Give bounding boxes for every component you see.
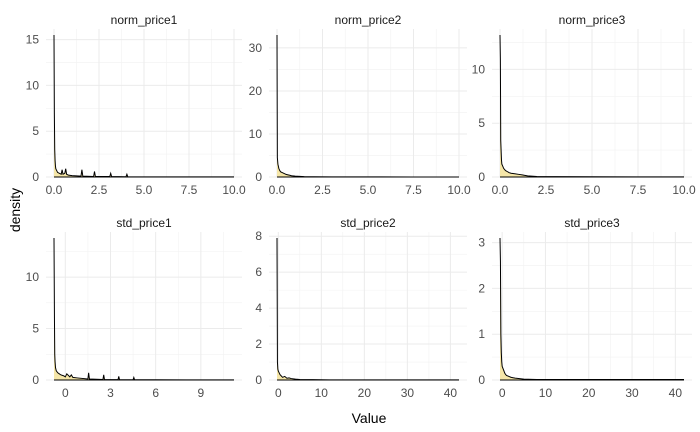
x-axis-title: Value — [352, 410, 387, 426]
x-tick-label: 7.5 — [630, 183, 647, 197]
density-area — [277, 238, 459, 380]
y-tick-label: 10 — [472, 62, 486, 76]
y-tick-label: 0 — [478, 373, 485, 387]
x-tick-label: 7.5 — [181, 183, 198, 197]
x-tick-label: 0.0 — [46, 183, 63, 197]
panel-4: std_price1 0 3 6 9 0 5 10 — [26, 216, 242, 400]
x-tick-label: 10 — [315, 386, 329, 400]
x-tick-label: 7.5 — [405, 183, 422, 197]
y-axis-title: density — [7, 188, 23, 232]
panel-5: std_price2 0 10 20 30 40 0 2 4 6 8 — [255, 216, 467, 400]
panel-3: norm_price3 0.0 2.5 5.0 7.5 10.0 0 5 10 — [472, 13, 696, 197]
y-tick-label: 8 — [255, 229, 262, 243]
y-tick-label: 10 — [26, 78, 40, 92]
y-tick-label: 10 — [26, 270, 40, 284]
panel-title: norm_price1 — [111, 13, 178, 27]
x-tick-label: 40 — [669, 386, 683, 400]
panel-6: std_price3 0 10 20 30 40 0 1 2 3 — [478, 216, 692, 400]
density-line — [276, 237, 459, 381]
x-tick-label: 30 — [401, 386, 415, 400]
y-tick-label: 0 — [478, 170, 485, 184]
y-tick-label: 15 — [26, 33, 40, 47]
y-tick-label: 2 — [255, 337, 262, 351]
panel-1: norm_price1 0.0 2.5 5.0 7.5 10.0 0 5 10 15 — [26, 13, 246, 197]
y-tick-label: 5 — [32, 322, 39, 336]
x-tick-label: 2.5 — [314, 183, 331, 197]
x-tick-label: 10 — [539, 386, 553, 400]
x-tick-label: 5.0 — [136, 183, 153, 197]
y-tick-label: 0 — [255, 170, 262, 184]
x-tick-label: 0 — [62, 386, 69, 400]
x-tick-label: 10.0 — [222, 183, 246, 197]
x-tick-label: 20 — [358, 386, 372, 400]
y-tick-label: 4 — [255, 301, 262, 315]
x-tick-label: 30 — [625, 386, 639, 400]
y-tick-label: 5 — [32, 124, 39, 138]
x-tick-label: 5.0 — [584, 183, 601, 197]
y-tick-label: 0 — [32, 373, 39, 387]
x-tick-label: 5.0 — [360, 183, 377, 197]
y-tick-label: 30 — [249, 41, 263, 55]
density-area — [500, 238, 684, 380]
y-tick-label: 1 — [478, 327, 485, 341]
y-tick-label: 10 — [249, 127, 263, 141]
density-line — [499, 237, 684, 381]
x-tick-label: 2.5 — [91, 183, 108, 197]
x-tick-label: 40 — [444, 386, 458, 400]
x-tick-label: 10.0 — [672, 183, 696, 197]
y-tick-label: 2 — [478, 281, 485, 295]
x-tick-label: 20 — [582, 386, 596, 400]
panel-title: std_price2 — [340, 216, 396, 230]
y-tick-label: 5 — [478, 116, 485, 130]
x-tick-label: 9 — [198, 386, 205, 400]
y-tick-label: 6 — [255, 265, 262, 279]
x-tick-label: 2.5 — [538, 183, 555, 197]
x-tick-label: 3 — [107, 386, 114, 400]
y-tick-label: 0 — [255, 373, 262, 387]
x-tick-label: 0 — [499, 386, 506, 400]
density-area — [54, 238, 234, 380]
x-tick-label: 0.0 — [269, 183, 286, 197]
panel-title: std_price3 — [564, 216, 620, 230]
y-tick-label: 20 — [249, 84, 263, 98]
y-tick-label: 0 — [32, 170, 39, 184]
x-tick-label: 10.0 — [447, 183, 471, 197]
x-tick-label: 6 — [152, 386, 159, 400]
y-tick-label: 3 — [478, 236, 485, 250]
x-tick-label: 0.0 — [492, 183, 509, 197]
panel-title: norm_price2 — [335, 13, 402, 27]
density-line — [53, 237, 234, 381]
panel-2: norm_price2 0.0 2.5 5.0 7.5 10.0 0 10 20 30 — [249, 13, 471, 197]
panel-title: std_price1 — [116, 216, 172, 230]
x-tick-label: 0 — [275, 386, 282, 400]
panel-title: norm_price3 — [559, 13, 626, 27]
